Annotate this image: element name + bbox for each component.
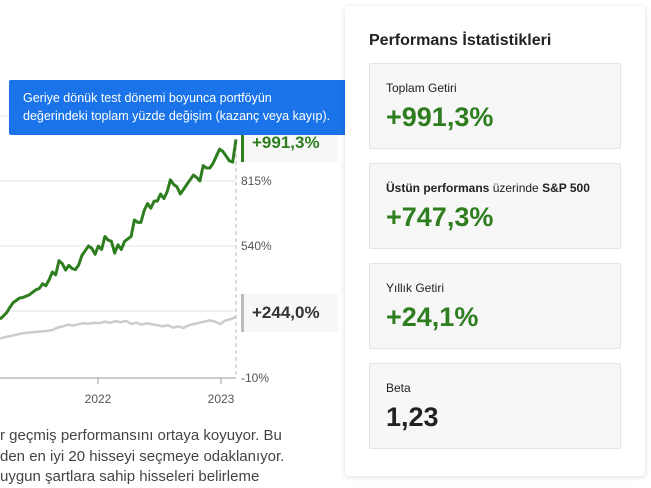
performance-stats-panel: Performans İstatistikleri Toplam Getiri … (345, 6, 645, 476)
benchmark-end-value-tag: +244,0% (241, 294, 338, 332)
stat-value: +747,3% (386, 202, 494, 232)
x-axis: 2022 2023 (85, 378, 235, 406)
description-line-2: den en iyi 20 hisseyi seçmeye odaklanıyo… (0, 447, 285, 465)
chart-svg: 2022 2023 815% 540% -10% (0, 115, 272, 406)
x-tick-label: 2022 (85, 392, 112, 406)
description-line-1: r geçmiş performansını ortaya koyuyor. B… (0, 427, 282, 444)
stat-value: +991,3% (386, 102, 494, 132)
y-tick-label: -10% (241, 371, 269, 385)
stat-label-middle: üzerinde (489, 181, 543, 195)
stat-card-beta[interactable]: Beta 1,23 (369, 363, 621, 449)
stat-label-strong: Üstün performans (386, 181, 490, 195)
stat-card-outperformance[interactable]: Üstün performans üzerinde S&P 500 +747,3… (369, 163, 621, 249)
description-line-3: uygun şartlara sahip hisseleri belirleme (0, 468, 260, 485)
stat-value: 1,23 (386, 402, 439, 432)
y-tick-label: 540% (241, 239, 272, 253)
performance-chart: 2022 2023 815% 540% -10% +991,3% +244,0% (0, 0, 345, 420)
chart-grid (0, 115, 236, 312)
tooltip-line-1: Geriye dönük test dönemi boyunca portföy… (23, 91, 272, 105)
series-group (0, 139, 238, 340)
stat-card-annual-return[interactable]: Yıllık Getiri +24,1% (369, 263, 621, 349)
stat-label: Üstün performans üzerinde S&P 500 (386, 181, 590, 195)
total-return-tooltip: Geriye dönük test dönemi boyunca portföy… (9, 80, 365, 135)
stat-card-total-return[interactable]: Toplam Getiri +991,3% (369, 63, 621, 149)
portfolio-line (0, 139, 238, 321)
x-tick-label: 2023 (208, 392, 235, 406)
y-axis: 815% 540% -10% (241, 174, 272, 385)
stats-title: Performans İstatistikleri (369, 32, 552, 49)
benchmark-line (0, 315, 237, 340)
stat-label-benchmark: S&P 500 (542, 181, 590, 195)
y-tick-label: 815% (241, 174, 272, 188)
stat-label: Toplam Getiri (386, 81, 457, 95)
stat-value: +24,1% (386, 302, 479, 332)
strategy-description: r geçmiş performansını ortaya koyuyor. B… (0, 426, 340, 488)
stat-label: Yıllık Getiri (386, 281, 445, 295)
tooltip-line-2: değerindeki toplam yüzde değişim (kazanç… (23, 109, 331, 123)
stat-label: Beta (386, 381, 411, 395)
